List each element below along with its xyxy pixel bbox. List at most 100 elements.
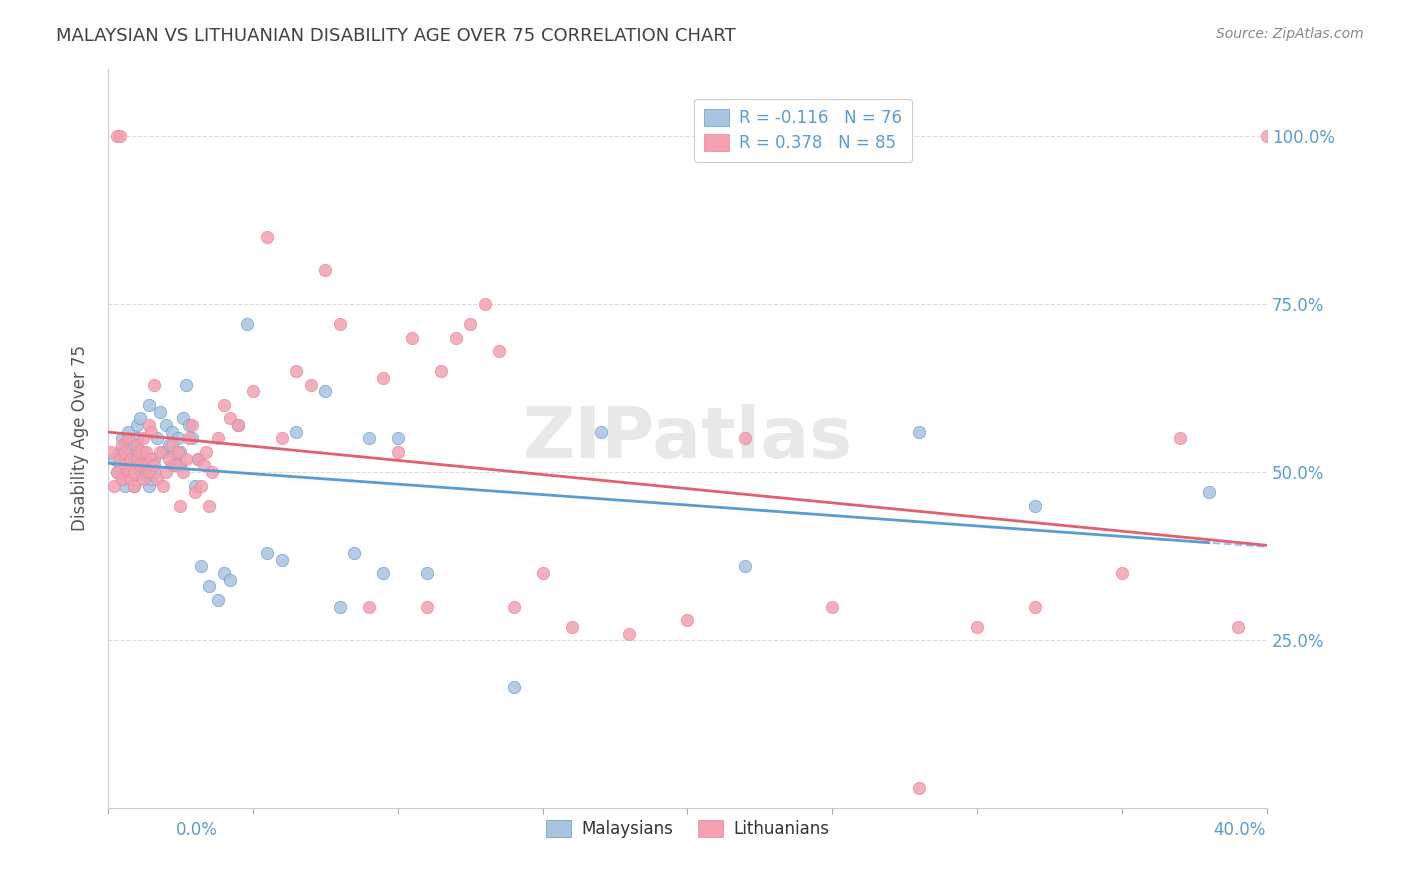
Point	[163, 458, 186, 473]
Text: 0.0%: 0.0%	[176, 821, 218, 838]
Point	[120, 458, 142, 473]
Point	[100, 445, 122, 459]
Point	[117, 425, 139, 439]
Point	[117, 451, 139, 466]
Point	[198, 499, 221, 513]
Point	[329, 317, 352, 331]
Point	[212, 566, 235, 580]
Point	[387, 432, 409, 446]
Point	[236, 317, 259, 331]
Point	[172, 411, 194, 425]
Point	[169, 458, 191, 473]
Point	[314, 384, 336, 399]
Point	[135, 451, 157, 466]
Point	[228, 417, 250, 432]
Point	[125, 451, 148, 466]
Point	[190, 478, 212, 492]
Point	[114, 438, 136, 452]
Point	[212, 398, 235, 412]
Point	[195, 445, 218, 459]
Point	[1024, 599, 1046, 614]
Point	[201, 465, 224, 479]
Point	[117, 432, 139, 446]
Point	[218, 573, 240, 587]
Point	[141, 472, 163, 486]
Point	[108, 458, 131, 473]
Point	[132, 445, 155, 459]
Point	[135, 458, 157, 473]
Point	[143, 377, 166, 392]
Point	[152, 445, 174, 459]
Point	[166, 432, 188, 446]
Point	[174, 377, 197, 392]
Point	[270, 552, 292, 566]
Point	[531, 566, 554, 580]
Point	[125, 438, 148, 452]
Text: ZIPatlas: ZIPatlas	[523, 404, 852, 473]
Point	[114, 445, 136, 459]
Point	[108, 445, 131, 459]
Point	[458, 317, 481, 331]
Point	[166, 445, 188, 459]
Point	[149, 404, 172, 418]
Point	[734, 559, 756, 574]
Point	[373, 371, 395, 385]
Point	[105, 128, 128, 143]
Point	[111, 472, 134, 486]
Point	[415, 599, 437, 614]
Point	[120, 472, 142, 486]
Point	[908, 425, 931, 439]
Point	[270, 432, 292, 446]
Point	[160, 425, 183, 439]
Point	[105, 465, 128, 479]
Point	[285, 364, 308, 378]
Point	[122, 478, 145, 492]
Point	[160, 438, 183, 452]
Point	[138, 478, 160, 492]
Point	[163, 445, 186, 459]
Point	[676, 613, 699, 627]
Point	[169, 499, 191, 513]
Point	[228, 417, 250, 432]
Point	[103, 478, 125, 492]
Point	[141, 451, 163, 466]
Point	[329, 599, 352, 614]
Point	[444, 330, 467, 344]
Point	[155, 465, 177, 479]
Point	[299, 377, 322, 392]
Point	[207, 593, 229, 607]
Point	[117, 465, 139, 479]
Point	[125, 417, 148, 432]
Point	[387, 445, 409, 459]
Point	[242, 384, 264, 399]
Point	[120, 472, 142, 486]
Point	[120, 451, 142, 466]
Point	[132, 432, 155, 446]
Point	[488, 344, 510, 359]
Point	[122, 465, 145, 479]
Point	[138, 465, 160, 479]
Point	[132, 458, 155, 473]
Point	[108, 128, 131, 143]
Point	[135, 445, 157, 459]
Text: 40.0%: 40.0%	[1213, 821, 1265, 838]
Point	[157, 438, 180, 452]
Point	[111, 438, 134, 452]
Point	[174, 451, 197, 466]
Point	[734, 432, 756, 446]
Point	[138, 398, 160, 412]
Point	[314, 263, 336, 277]
Point	[125, 458, 148, 473]
Point	[285, 425, 308, 439]
Point	[415, 566, 437, 580]
Point	[160, 458, 183, 473]
Point	[146, 432, 169, 446]
Point	[149, 445, 172, 459]
Point	[193, 458, 215, 473]
Text: MALAYSIAN VS LITHUANIAN DISABILITY AGE OVER 75 CORRELATION CHART: MALAYSIAN VS LITHUANIAN DISABILITY AGE O…	[56, 27, 735, 45]
Point	[122, 438, 145, 452]
Point	[125, 445, 148, 459]
Point	[184, 485, 207, 500]
Point	[114, 458, 136, 473]
Point	[103, 451, 125, 466]
